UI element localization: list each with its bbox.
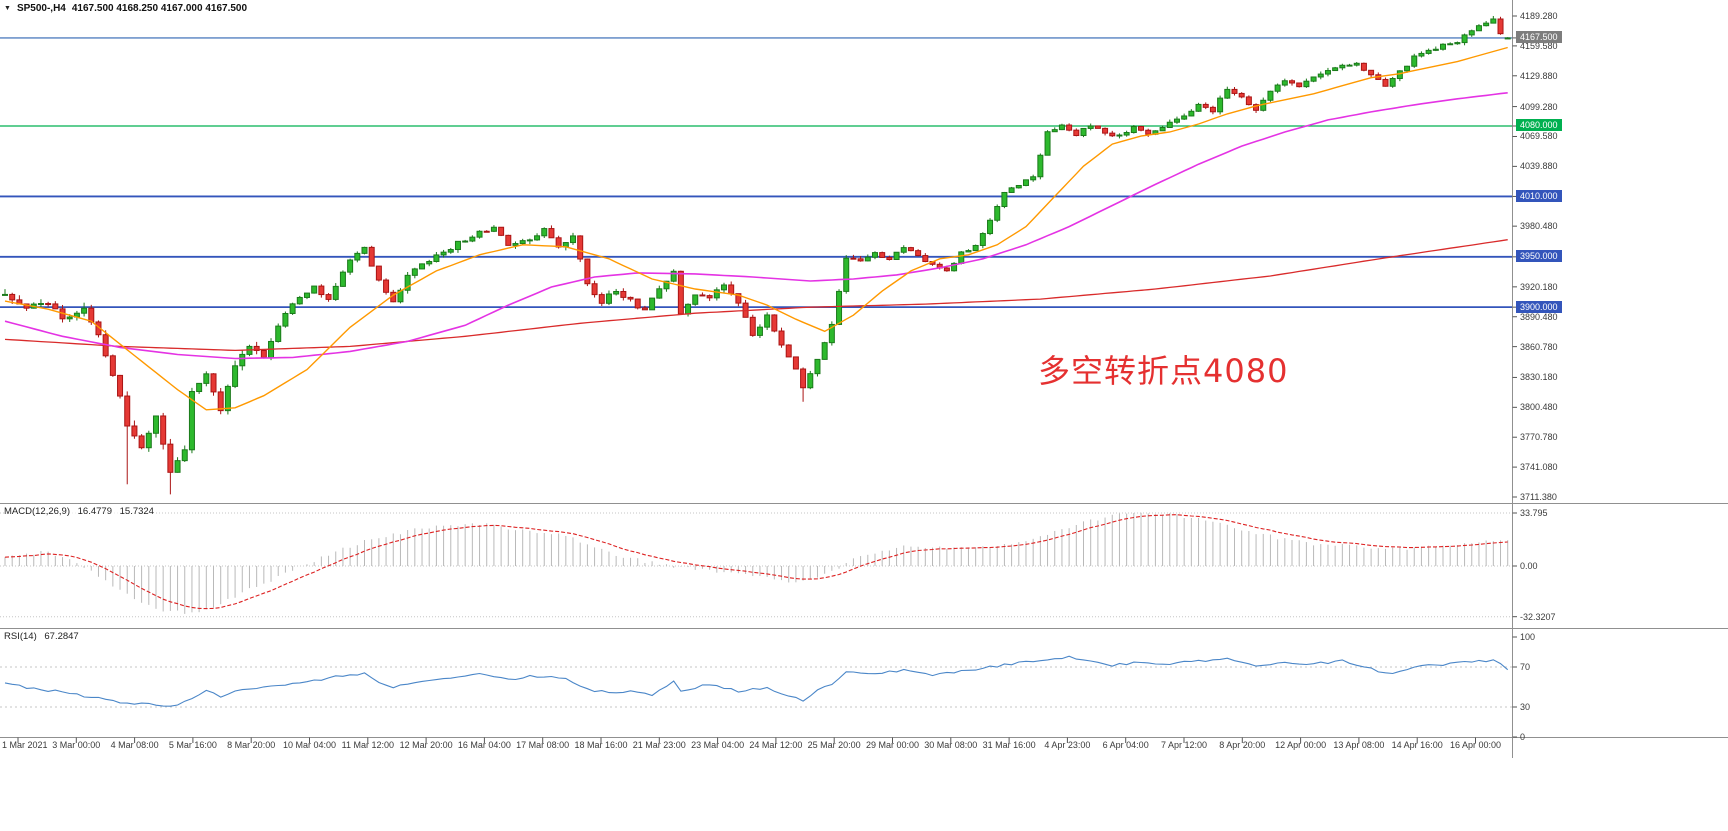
- macd-signal-value: 15.7324: [119, 506, 154, 517]
- price-tick-label: 3800.480: [1520, 402, 1558, 413]
- macd-indicator-label: MACD(12,26,9) 16.4779 15.7324: [4, 506, 154, 517]
- rsi-layer: [4, 655, 1509, 707]
- time-axis-label: 5 Mar 16:00: [168, 740, 217, 750]
- time-axis-label: 16 Mar 04:00: [457, 740, 511, 750]
- price-tick-label: 3770.780: [1520, 432, 1558, 443]
- price-tick-label: 3890.480: [1520, 311, 1558, 322]
- macd-axis-label: 33.795: [1520, 508, 1548, 518]
- time-axis-label: 8 Apr 20:00: [1219, 740, 1266, 750]
- time-axis-label: 30 Mar 08:00: [924, 740, 978, 750]
- ma-fast-line: [4, 46, 1508, 411]
- price-level-badge-blue: 3950.000: [1516, 250, 1562, 263]
- rsi-name-label: RSI(14): [4, 631, 37, 642]
- rsi-indicator-label: RSI(14) 67.2847: [4, 631, 79, 642]
- ma-slow-line: [4, 239, 1508, 352]
- price-level-badge-green: 4080.000: [1516, 119, 1562, 132]
- chart-title: ▼ SP500-,H4 4167.500 4168.250 4167.000 4…: [4, 3, 247, 14]
- macd-name-label: MACD(12,26,9): [4, 506, 70, 517]
- time-axis-label: 10 Mar 04:00: [282, 740, 337, 750]
- macd-main-value: 16.4779: [77, 506, 112, 517]
- panel-separators: [0, 0, 1728, 758]
- rsi-axis-label: 70: [1520, 662, 1531, 672]
- time-axis-label: 6 Apr 04:00: [1102, 740, 1149, 750]
- ma-mid-line: [4, 92, 1508, 360]
- collapse-triangle-icon[interactable]: ▼: [4, 4, 11, 12]
- price-tick-label: 4159.580: [1520, 40, 1558, 51]
- symbol-timeframe-label: SP500-,H4: [16, 3, 66, 14]
- time-axis-label: 12 Mar 20:00: [399, 740, 453, 750]
- ohlc-quote-label: 4167.500 4168.250 4167.000 4167.500: [71, 3, 248, 14]
- macd-axis-label: 0.00: [1520, 561, 1538, 571]
- price-tick-label: 3980.480: [1520, 221, 1558, 232]
- annotation-text: 多空转折点4080: [1038, 352, 1289, 390]
- time-axis-label: 8 Mar 20:00: [227, 740, 276, 750]
- time-axis-label: 25 Mar 20:00: [807, 740, 861, 750]
- price-tick-label: 3711.380: [1520, 492, 1557, 502]
- subpanel-gridlines: [0, 512, 1512, 708]
- time-axis-label: 11 Mar 12:00: [341, 740, 394, 750]
- time-axis-label: 24 Mar 12:00: [749, 740, 803, 750]
- price-tick-label: 3830.180: [1520, 372, 1558, 383]
- time-axis-label: 3 Mar 00:00: [52, 740, 101, 750]
- axis-ticks: [17, 15, 1517, 743]
- price-level-badge-blue: 3900.000: [1516, 300, 1562, 313]
- time-axis-label: 23 Mar 04:00: [691, 740, 745, 750]
- time-axis-label: 12 Apr 00:00: [1275, 740, 1327, 750]
- price-tick-label: 4039.880: [1520, 161, 1558, 172]
- candles-layer: [2, 15, 1511, 495]
- price-level-badge-blue: 4010.000: [1516, 189, 1562, 202]
- price-tick-label: 3920.180: [1520, 281, 1558, 292]
- time-axis-label: 17 Mar 08:00: [516, 740, 570, 750]
- price-tick-label: 3741.080: [1520, 462, 1558, 473]
- time-axis-label: 13 Apr 08:00: [1333, 740, 1385, 750]
- time-axis-label: 1 Mar 2021: [2, 740, 48, 750]
- rsi-line: [4, 655, 1509, 707]
- time-axis-label: 7 Apr 12:00: [1160, 740, 1208, 750]
- moving-averages-layer: [4, 46, 1508, 411]
- time-axis-label: 14 Apr 16:00: [1391, 740, 1443, 750]
- price-level-lines[interactable]: [0, 37, 1512, 309]
- price-level-badge-current: 4167.500: [1516, 31, 1562, 44]
- rsi-axis-label: 30: [1520, 702, 1531, 712]
- time-axis-label: 4 Mar 08:00: [110, 740, 159, 750]
- price-axis[interactable]: 4189.280 4159.580 4129.880 4099.280 4069.580…: [1513, 0, 1727, 760]
- macd-layer: [4, 512, 1509, 614]
- price-tick-label: 4189.280: [1520, 11, 1558, 21]
- price-tick-label: 4069.580: [1520, 131, 1558, 142]
- time-axis-label: 29 Mar 00:00: [865, 740, 920, 750]
- time-axis-label: 16 Apr 00:00: [1449, 740, 1502, 750]
- rsi-axis-label: 0: [1520, 732, 1526, 742]
- price-tick-label: 4099.280: [1520, 101, 1558, 112]
- time-axis-label: 31 Mar 16:00: [982, 740, 1036, 750]
- price-tick-label: 3860.780: [1520, 341, 1558, 352]
- macd-axis-label: -32.3207: [1520, 611, 1556, 622]
- time-axis-label: 4 Apr 23:00: [1044, 740, 1091, 750]
- rsi-value: 67.2847: [44, 631, 79, 642]
- time-axis-label: 18 Mar 16:00: [574, 740, 628, 750]
- time-axis-label: 21 Mar 23:00: [632, 740, 686, 750]
- time-axis[interactable]: 1 Mar 2021 3 Mar 00:00 4 Mar 08:00 5 Mar 16…: [0, 737, 1513, 759]
- macd-signal-line: [4, 514, 1508, 610]
- rsi-axis-label: 100: [1520, 632, 1536, 642]
- price-tick-label: 4129.880: [1520, 70, 1558, 81]
